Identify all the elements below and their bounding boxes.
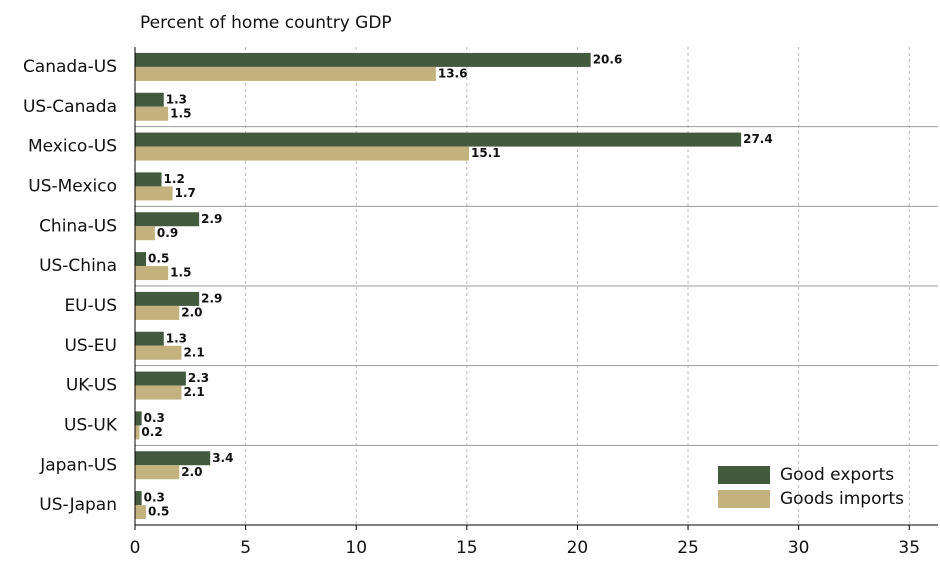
x-tick-label: 30 — [788, 538, 810, 558]
x-tick-label: 35 — [898, 538, 920, 558]
x-tick-label: 5 — [240, 538, 251, 558]
bar — [135, 491, 142, 506]
x-tick-label: 10 — [345, 538, 367, 558]
bar — [135, 465, 180, 480]
y-tick-label: EU-US — [64, 296, 117, 316]
value-label: 0.2 — [141, 425, 162, 439]
bar — [135, 425, 140, 440]
value-label: 0.9 — [157, 226, 178, 240]
bar — [135, 172, 162, 187]
bar — [135, 106, 169, 121]
value-label: 1.7 — [175, 186, 196, 200]
bar — [135, 132, 742, 147]
legend-label: Good exports — [780, 465, 894, 485]
value-label: 1.3 — [166, 92, 187, 106]
y-tick-label: US-China — [39, 256, 117, 276]
bar — [135, 66, 436, 81]
legend-swatch — [718, 490, 770, 508]
value-label: 2.9 — [201, 291, 222, 305]
x-tick-label: 20 — [567, 538, 589, 558]
chart-title: Percent of home country GDP — [140, 13, 392, 33]
value-label: 20.6 — [593, 52, 623, 66]
bar — [135, 305, 180, 320]
value-label: 2.0 — [181, 465, 202, 479]
y-tick-label: Japan-US — [39, 455, 117, 475]
y-tick-label: China-US — [39, 216, 117, 236]
value-label: 1.2 — [164, 172, 185, 186]
x-tick-label: 0 — [130, 538, 141, 558]
bar — [135, 226, 155, 241]
value-label: 13.6 — [438, 66, 468, 80]
x-tick-label: 15 — [456, 538, 478, 558]
bar — [135, 291, 200, 306]
y-tick-label: US-Japan — [39, 495, 117, 515]
value-label: 15.1 — [471, 146, 501, 160]
bar — [135, 451, 211, 466]
y-tick-label: US-Canada — [23, 97, 117, 117]
value-label: 2.1 — [183, 345, 204, 359]
value-label: 2.9 — [201, 212, 222, 226]
value-label: 27.4 — [743, 132, 773, 146]
value-label: 0.5 — [148, 252, 169, 266]
y-tick-label: Mexico-US — [28, 137, 117, 157]
bar — [135, 52, 591, 67]
bar — [135, 266, 169, 281]
bar — [135, 331, 164, 346]
bar — [135, 345, 182, 360]
bar — [135, 505, 147, 520]
value-label: 1.3 — [166, 331, 187, 345]
value-label: 0.3 — [144, 491, 165, 505]
value-label: 2.1 — [183, 385, 204, 399]
legend-swatch — [718, 466, 770, 484]
y-tick-label: US-UK — [64, 415, 118, 435]
bar — [135, 385, 182, 400]
bar — [135, 186, 173, 201]
y-tick-label: UK-US — [66, 376, 117, 396]
legend-label: Goods imports — [780, 489, 904, 509]
value-label: 0.3 — [144, 411, 165, 425]
bar — [135, 92, 164, 107]
value-label: 0.5 — [148, 505, 169, 519]
y-tick-label: Canada-US — [23, 57, 117, 77]
y-tick-label: US-EU — [64, 336, 117, 356]
bar — [135, 371, 186, 386]
bar — [135, 411, 142, 426]
bar — [135, 146, 470, 161]
value-label: 2.0 — [181, 305, 202, 319]
bar — [135, 252, 147, 267]
value-label: 1.5 — [170, 106, 191, 120]
y-tick-label: US-Mexico — [28, 176, 117, 196]
value-label: 2.3 — [188, 371, 209, 385]
value-label: 1.5 — [170, 266, 191, 280]
value-label: 3.4 — [212, 451, 233, 465]
bar — [135, 212, 200, 227]
x-tick-label: 25 — [677, 538, 699, 558]
